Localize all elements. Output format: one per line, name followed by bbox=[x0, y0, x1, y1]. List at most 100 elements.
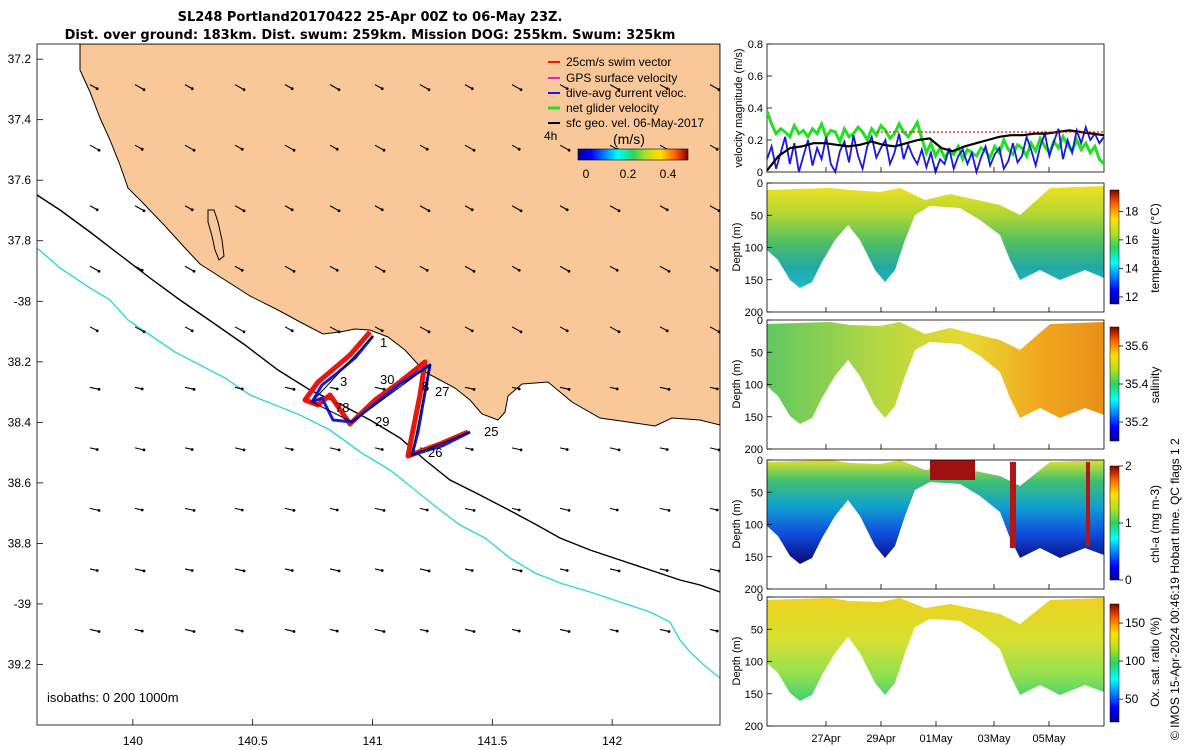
current-arrowhead bbox=[290, 329, 294, 333]
current-arrow bbox=[464, 386, 475, 390]
map-ytick-37.2: 37.2 bbox=[8, 52, 32, 66]
temperature-panel: temperature (°C) bbox=[766, 182, 1162, 313]
current-arrowhead bbox=[242, 209, 246, 213]
current-arrowhead bbox=[519, 569, 523, 573]
colorbar-units: (m/s) bbox=[613, 131, 645, 147]
current-arrow bbox=[609, 568, 620, 572]
current-arrowhead bbox=[335, 268, 339, 272]
map-ytick-38.8: 38.8 bbox=[8, 536, 32, 550]
current-arrow bbox=[284, 265, 295, 272]
current-arrow bbox=[329, 568, 340, 572]
salinity-colorbar bbox=[1109, 326, 1120, 442]
current-arrow bbox=[559, 628, 570, 633]
current-arrow bbox=[659, 628, 670, 633]
current-arrow bbox=[559, 507, 570, 511]
depth-tick-50: 50 bbox=[751, 210, 763, 222]
current-vector-field bbox=[89, 24, 720, 633]
current-arrow bbox=[464, 265, 475, 272]
legend-dive-avg-current: dive-avg current veloc. bbox=[566, 86, 687, 100]
current-arrow bbox=[465, 24, 474, 29]
depth-ylabel: Depth (m) bbox=[731, 637, 743, 686]
chla-section bbox=[767, 460, 1104, 564]
velocity-ytick-0.6: 0.6 bbox=[748, 71, 763, 83]
legend-swim-vector: 25cm/s swim vector bbox=[566, 55, 671, 69]
current-arrow bbox=[134, 84, 145, 91]
current-arrow bbox=[709, 205, 720, 212]
current-arrowhead bbox=[519, 88, 523, 92]
current-arrowhead bbox=[518, 27, 521, 30]
colorbar-tick-35.6: 35.6 bbox=[1125, 339, 1149, 353]
current-arrowhead bbox=[190, 448, 194, 451]
current-arrowhead bbox=[141, 27, 144, 30]
velocity-ytick-0.8: 0.8 bbox=[748, 39, 763, 51]
current-arrow bbox=[235, 24, 242, 28]
map-ytick-38.4: 38.4 bbox=[8, 415, 32, 429]
temperature-colorbar-label: temperature (°C) bbox=[1148, 203, 1162, 293]
current-arrow bbox=[185, 24, 194, 29]
current-arrow bbox=[374, 144, 385, 151]
chla-high-column bbox=[1010, 462, 1016, 548]
current-arrow bbox=[464, 507, 475, 511]
current-arrowhead bbox=[615, 387, 619, 391]
current-arrowhead bbox=[380, 448, 384, 451]
current-arrowhead bbox=[336, 27, 339, 30]
chart-title-line-2: Dist. over ground: 183km. Dist. swum: 25… bbox=[64, 28, 676, 43]
current-arrowhead bbox=[140, 268, 144, 272]
current-arrow bbox=[374, 628, 385, 633]
current-arrowhead bbox=[192, 387, 196, 391]
salinity-colorbar-label: salinity bbox=[1148, 367, 1162, 404]
current-arrow bbox=[285, 24, 294, 29]
current-arrowhead bbox=[717, 569, 720, 573]
current-arrowhead bbox=[382, 509, 386, 512]
current-arrowhead bbox=[292, 509, 296, 512]
current-arrow bbox=[89, 386, 100, 390]
current-arrow bbox=[134, 326, 145, 333]
map-ytick-39.2: 39.2 bbox=[8, 657, 32, 671]
current-arrowhead bbox=[426, 27, 429, 30]
current-arrowhead bbox=[472, 148, 476, 152]
current-arrow bbox=[134, 205, 145, 212]
current-arrow bbox=[234, 84, 245, 91]
current-arrowhead bbox=[472, 630, 476, 633]
map-ytick--38: -38 bbox=[14, 294, 32, 308]
legend-duration: 4h bbox=[544, 129, 557, 143]
colorbar-tick-0.2: 0.2 bbox=[620, 167, 637, 181]
current-arrowhead bbox=[472, 269, 476, 273]
current-arrowhead bbox=[567, 630, 571, 633]
current-arrowhead bbox=[717, 88, 720, 92]
current-arrowhead bbox=[192, 509, 196, 512]
current-arrowhead bbox=[140, 629, 144, 633]
current-arrowhead bbox=[240, 268, 244, 272]
current-arrowhead bbox=[97, 509, 101, 512]
colorbar-tick-0: 0 bbox=[583, 167, 590, 181]
colorbar-tick-0: 0 bbox=[1125, 573, 1132, 587]
map-ytick-38.6: 38.6 bbox=[8, 476, 32, 490]
current-arrow bbox=[710, 24, 717, 28]
current-arrowhead bbox=[380, 208, 384, 212]
current-arrow bbox=[609, 447, 620, 451]
current-arrowhead bbox=[97, 148, 101, 152]
current-arrowhead bbox=[615, 508, 619, 512]
current-arrowhead bbox=[192, 269, 196, 273]
legend-gps-velocity: GPS surface velocity bbox=[566, 71, 677, 85]
current-arrowhead bbox=[242, 569, 246, 573]
current-arrowhead bbox=[95, 329, 99, 333]
current-arrowhead bbox=[382, 630, 386, 633]
map-xtick-141: 141 bbox=[362, 734, 382, 748]
waypoint-26: 26 bbox=[428, 445, 442, 460]
current-arrow bbox=[709, 84, 720, 91]
velocity-series bbox=[765, 110, 1106, 176]
current-arrowhead bbox=[192, 630, 196, 633]
salinity-section bbox=[767, 322, 1104, 424]
current-arrow bbox=[659, 265, 670, 272]
date-tick-01May: 01May bbox=[919, 733, 953, 745]
waypoint-8: 8 bbox=[422, 379, 429, 394]
current-arrowhead bbox=[427, 330, 431, 334]
chla-colorbar bbox=[1109, 465, 1120, 581]
current-arrowhead bbox=[380, 329, 384, 333]
current-arrowhead bbox=[292, 148, 296, 152]
colorbar-tick-35.2: 35.2 bbox=[1125, 415, 1149, 429]
current-arrowhead bbox=[717, 209, 720, 213]
chla-high-column-2 bbox=[1086, 462, 1090, 546]
